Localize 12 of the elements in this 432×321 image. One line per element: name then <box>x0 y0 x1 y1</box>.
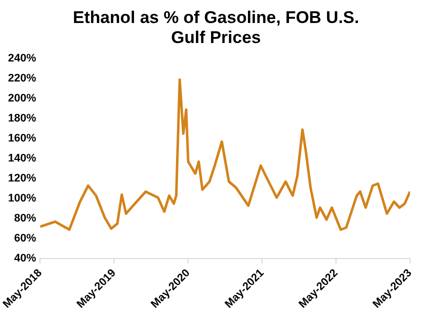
y-tick-label: 100% <box>8 192 36 205</box>
y-tick-label: 80% <box>14 212 36 225</box>
y-tick-label: 180% <box>8 112 36 125</box>
y-tick-label: 60% <box>14 232 36 245</box>
y-tick-label: 120% <box>8 172 36 185</box>
y-tick-label: 160% <box>8 132 36 145</box>
y-tick-label: 40% <box>14 252 36 265</box>
chart-title: Ethanol as % of Gasoline, FOB U.S. Gulf Prices <box>72 8 360 48</box>
y-tick-label: 200% <box>8 92 36 105</box>
y-tick-label: 220% <box>8 72 36 85</box>
y-tick-label: 240% <box>8 52 36 65</box>
y-tick-label: 140% <box>8 152 36 165</box>
